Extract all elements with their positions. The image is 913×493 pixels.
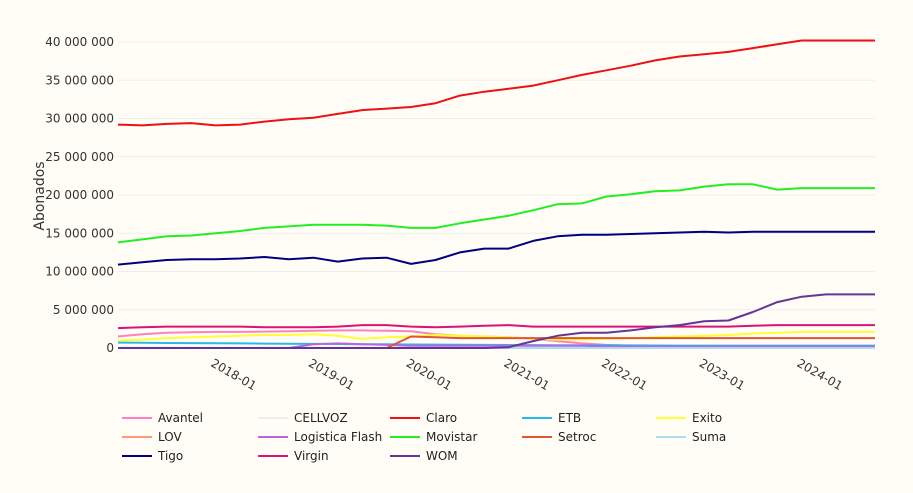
legend-label: Exito	[692, 411, 722, 425]
y-tick-label: 20 000 000	[45, 188, 114, 202]
legend-label: Claro	[426, 411, 457, 425]
legend-label: ETB	[558, 411, 581, 425]
y-tick-label: 35 000 000	[45, 73, 114, 87]
legend-label: WOM	[426, 449, 458, 463]
legend-item[interactable]: Avantel	[122, 411, 203, 425]
legend-label: Virgin	[294, 449, 329, 463]
y-tick-label: 40 000 000	[45, 35, 114, 49]
legend-item[interactable]: Suma	[656, 430, 726, 444]
legend-item[interactable]: Virgin	[258, 449, 329, 463]
y-tick-label: 5 000 000	[53, 303, 114, 317]
legend-item[interactable]: Exito	[656, 411, 722, 425]
series-line-tigo	[117, 230, 875, 266]
y-tick-label: 25 000 000	[45, 150, 114, 164]
legend-item[interactable]: CELLVOZ	[258, 411, 348, 425]
y-tick-label: 0	[106, 341, 114, 355]
legend-label: Avantel	[158, 411, 203, 425]
series-line-movistar	[117, 183, 875, 244]
y-tick-label: 15 000 000	[45, 226, 114, 240]
legend-label: Tigo	[157, 449, 183, 463]
legend-item[interactable]: LOV	[122, 430, 182, 444]
legend-label: Movistar	[426, 430, 477, 444]
series-line-claro	[117, 39, 875, 127]
legend-item[interactable]: WOM	[390, 449, 458, 463]
legend-item[interactable]: ETB	[522, 411, 581, 425]
series-line-virgin	[117, 324, 875, 330]
legend-item[interactable]: Movistar	[390, 430, 477, 444]
y-axis: 0 5 000 000 10 000 000 15 000 000 20 000 000…	[45, 35, 114, 355]
series-line-wom	[118, 293, 875, 349]
legend-label: Logistica Flash	[294, 430, 382, 444]
y-tick-label: 10 000 000	[45, 265, 114, 279]
legend-item[interactable]: Logistica Flash	[258, 430, 382, 444]
series-line-exito	[117, 330, 875, 342]
legend-label: Setroc	[558, 430, 596, 444]
legend: Avantel CELLVOZ Claro ETB Exito LOV Logistica …	[122, 411, 726, 463]
legend-item[interactable]: Claro	[390, 411, 457, 425]
legend-label: LOV	[158, 430, 182, 444]
y-axis-title: Abonados	[32, 161, 48, 230]
legend-label: Suma	[692, 430, 726, 444]
legend-item[interactable]: Tigo	[122, 449, 183, 463]
y-tick-label: 30 000 000	[45, 112, 114, 126]
series-lines	[117, 39, 875, 349]
legend-item[interactable]: Setroc	[522, 430, 596, 444]
legend-label: CELLVOZ	[294, 411, 348, 425]
